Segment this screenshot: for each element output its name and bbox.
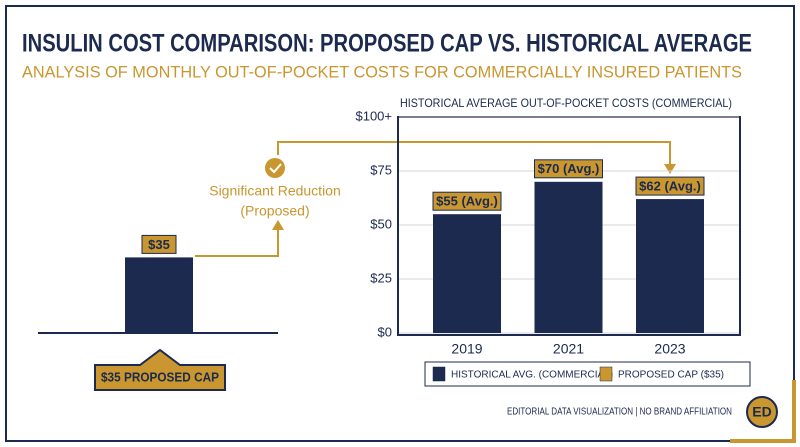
legend-label: PROPOSED CAP ($35)	[618, 370, 724, 381]
callout: $35 PROPOSED CAP	[101, 369, 219, 384]
x-tick-label: 2019	[451, 341, 482, 357]
title: INSULIN COST COMPARISON: PROPOSED CAP VS…	[22, 30, 752, 58]
legend-swatch	[599, 366, 613, 382]
check-badge	[265, 158, 285, 178]
y-tick-label: $0	[378, 324, 392, 339]
bar	[433, 214, 501, 333]
connector	[195, 228, 279, 257]
annotation: Significant Reduction	[209, 183, 341, 199]
legend-swatch	[432, 366, 446, 382]
value-label-box	[432, 191, 502, 211]
annotation: (Proposed)	[240, 203, 309, 219]
bar	[125, 257, 193, 333]
bar	[636, 199, 704, 333]
arrowhead	[664, 164, 676, 174]
value-label-box	[534, 159, 603, 179]
value-label: $62 (Avg.)	[639, 179, 701, 194]
value-label-box	[141, 234, 177, 254]
arrowhead	[272, 220, 284, 230]
legend-box	[424, 361, 751, 387]
chart-title: HISTORICAL AVERAGE OUT-OF-POCKET COSTS (…	[400, 96, 732, 110]
value-label: $70 (Avg.)	[538, 161, 600, 176]
y-tick-label: $75	[370, 162, 392, 177]
y-tick-label: $50	[370, 216, 392, 231]
value-label: $35	[148, 237, 170, 252]
callout-box	[94, 348, 226, 391]
value-label-box	[635, 176, 705, 196]
logo-badge	[746, 396, 778, 428]
y-tick-label: $25	[370, 270, 392, 285]
x-tick-label: 2023	[654, 341, 685, 357]
bar	[534, 181, 603, 333]
corner-accent	[730, 380, 796, 443]
legend-label: HISTORICAL AVG. (COMMERCIAL)	[451, 370, 613, 381]
connector	[277, 141, 671, 166]
value-label: $55 (Avg.)	[436, 194, 498, 209]
y-tick-label: $100+	[355, 108, 392, 123]
logo: ED	[752, 404, 771, 420]
check-mark	[269, 163, 282, 174]
credit: EDITORIAL DATA VISUALIZATION | NO BRAND …	[507, 407, 732, 418]
x-tick-label: 2021	[553, 341, 584, 357]
subtitle: ANALYSIS OF MONTHLY OUT-OF-POCKET COSTS …	[22, 62, 742, 81]
